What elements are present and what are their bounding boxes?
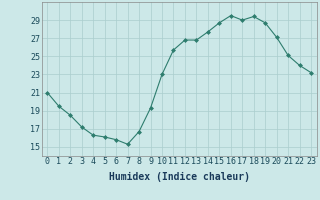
X-axis label: Humidex (Indice chaleur): Humidex (Indice chaleur) [109, 172, 250, 182]
